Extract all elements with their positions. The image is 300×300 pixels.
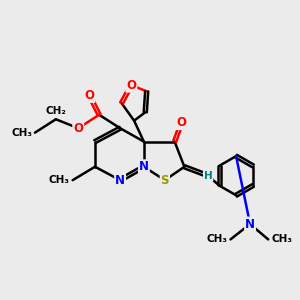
Text: O: O [177, 116, 187, 129]
Text: CH₂: CH₂ [45, 106, 66, 116]
Text: H: H [204, 171, 212, 181]
Text: O: O [73, 122, 83, 135]
Text: CH₃: CH₃ [207, 234, 228, 244]
Text: O: O [84, 89, 94, 102]
Text: N: N [245, 218, 255, 230]
Text: O: O [126, 79, 136, 92]
Text: S: S [160, 174, 169, 187]
Text: N: N [115, 174, 125, 187]
Text: N: N [139, 160, 149, 173]
Text: CH₃: CH₃ [271, 234, 292, 244]
Text: CH₃: CH₃ [48, 175, 69, 185]
Text: CH₃: CH₃ [11, 128, 32, 138]
